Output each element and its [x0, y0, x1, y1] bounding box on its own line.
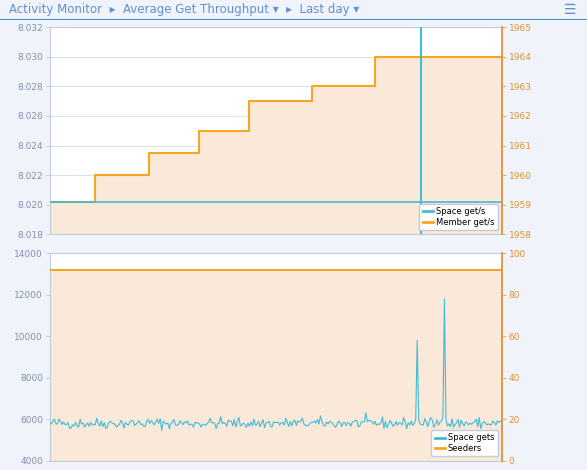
Legend: Space get/s, Member get/s: Space get/s, Member get/s [419, 204, 498, 230]
Text: Activity Monitor  ▸  Average Get Throughput ▾  ▸  Last day ▾: Activity Monitor ▸ Average Get Throughpu… [9, 3, 359, 16]
Legend: Space gets, Seeders: Space gets, Seeders [431, 430, 498, 456]
Text: ☰: ☰ [564, 3, 576, 17]
